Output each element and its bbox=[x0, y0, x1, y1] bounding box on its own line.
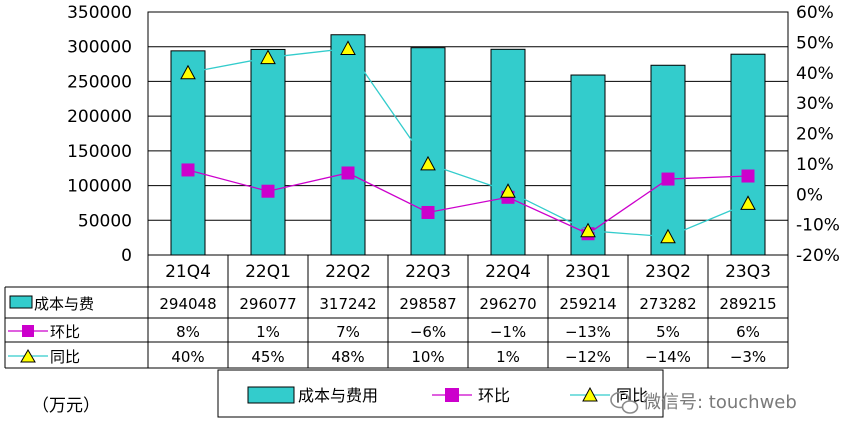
bar-22Q1 bbox=[250, 48, 286, 256]
y2-tick-label: 40% bbox=[796, 64, 834, 84]
legend: 成本与费用 环比 同比 bbox=[217, 369, 664, 418]
cell-环比-22Q2: 7% bbox=[336, 323, 360, 341]
cell-同比-23Q2: −14% bbox=[645, 348, 691, 366]
row-label-成本与费用: 成本与费 bbox=[34, 295, 94, 313]
cell-同比-21Q4: 40% bbox=[171, 348, 204, 366]
x-tick-label: 22Q4 bbox=[485, 262, 531, 282]
y-tick-label: 50000 bbox=[78, 211, 132, 231]
point-环比-23Q3 bbox=[741, 169, 755, 183]
point-同比-22Q1 bbox=[260, 49, 276, 65]
point-环比-21Q4 bbox=[181, 163, 195, 177]
cell-同比-23Q1: −12% bbox=[565, 348, 611, 366]
line-同比 bbox=[187, 47, 749, 238]
x-tick-label: 22Q1 bbox=[245, 262, 291, 282]
y-tick-label: 300000 bbox=[67, 38, 132, 58]
cell-成本与费用-23Q3: 289215 bbox=[719, 295, 776, 313]
y-tick-label: 0 bbox=[121, 246, 132, 266]
row-label-环比: 环比 bbox=[50, 323, 80, 341]
cell-环比-23Q3: 6% bbox=[736, 323, 760, 341]
cell-环比-23Q2: 5% bbox=[656, 323, 680, 341]
y-tick-label: 100000 bbox=[67, 177, 132, 197]
x-tick-label: 23Q2 bbox=[645, 262, 691, 282]
row-label-同比: 同比 bbox=[50, 348, 80, 366]
y-tick-label: 350000 bbox=[67, 3, 132, 23]
cell-环比-23Q1: −13% bbox=[565, 323, 611, 341]
bar-23Q3 bbox=[730, 53, 766, 256]
line-series bbox=[180, 40, 756, 244]
bar-22Q4 bbox=[490, 48, 526, 256]
x-tick-label: 23Q3 bbox=[725, 262, 771, 282]
y-tick-label: 200000 bbox=[67, 107, 132, 127]
row-key-marker-环比 bbox=[22, 325, 34, 337]
plot-frame bbox=[147, 11, 789, 256]
cell-成本与费用-22Q1: 296077 bbox=[239, 295, 296, 313]
point-同比-21Q4 bbox=[180, 64, 196, 80]
point-同比-23Q2 bbox=[660, 228, 676, 244]
legend-key-marker-环比 bbox=[445, 388, 459, 402]
cell-环比-22Q3: −6% bbox=[410, 323, 446, 341]
point-同比-22Q3 bbox=[420, 155, 436, 171]
point-环比-22Q1 bbox=[261, 184, 275, 198]
y2-tick-label: 0% bbox=[796, 185, 823, 205]
cell-同比-22Q4: 1% bbox=[496, 348, 520, 366]
legend-label-同比: 同比 bbox=[616, 386, 648, 405]
point-环比-22Q2 bbox=[341, 166, 355, 180]
bar-22Q2 bbox=[330, 34, 366, 256]
y2-tick-label: -20% bbox=[796, 246, 840, 266]
axes: 0 50000 100000 150000 200000 250000 300000 3500… bbox=[67, 3, 840, 266]
bar-23Q2 bbox=[650, 64, 686, 256]
point-环比-22Q3 bbox=[421, 205, 435, 219]
point-环比-23Q2 bbox=[661, 172, 675, 186]
y2-tick-label: 60% bbox=[796, 3, 834, 23]
wechat-icon bbox=[610, 391, 639, 414]
cell-同比-22Q1: 45% bbox=[251, 348, 284, 366]
cell-成本与费用-23Q1: 259214 bbox=[559, 295, 616, 313]
legend-label-环比: 环比 bbox=[478, 386, 510, 405]
cell-成本与费用-22Q3: 298587 bbox=[399, 295, 456, 313]
cell-环比-21Q4: 8% bbox=[176, 323, 200, 341]
legend-key-成本与费用 bbox=[247, 386, 295, 404]
y2-tick-label: 20% bbox=[796, 125, 834, 145]
cell-同比-22Q2: 48% bbox=[331, 348, 364, 366]
row-key-成本与费用 bbox=[9, 295, 33, 309]
y-tick-label: 150000 bbox=[67, 142, 132, 162]
y2-tick-label: -10% bbox=[796, 216, 840, 236]
cell-成本与费用-22Q4: 296270 bbox=[479, 295, 536, 313]
y2-tick-label: 30% bbox=[796, 94, 834, 114]
watermark: 微信号: touchweb bbox=[610, 391, 797, 414]
line-环比 bbox=[187, 169, 749, 235]
cell-同比-23Q3: −3% bbox=[730, 348, 766, 366]
point-同比-22Q2 bbox=[340, 40, 356, 55]
cell-环比-22Q1: 1% bbox=[256, 323, 280, 341]
x-tick-label: 22Q3 bbox=[405, 262, 451, 282]
data-table: 21Q4 22Q1 22Q2 22Q3 22Q4 23Q1 23Q2 23Q3 成本与费 2940… bbox=[4, 254, 789, 369]
row-key-marker-同比 bbox=[20, 349, 36, 363]
x-tick-label: 21Q4 bbox=[165, 262, 211, 282]
y-tick-label: 250000 bbox=[67, 72, 132, 92]
cell-成本与费用-21Q4: 294048 bbox=[159, 295, 216, 313]
watermark-text: 微信号: touchweb bbox=[643, 392, 797, 413]
legend-key-marker-同比 bbox=[582, 386, 598, 402]
x-tick-label: 22Q2 bbox=[325, 262, 371, 282]
bar-22Q3 bbox=[410, 47, 446, 256]
x-tick-label: 23Q1 bbox=[565, 262, 611, 282]
cell-成本与费用-23Q2: 273282 bbox=[639, 295, 696, 313]
cell-环比-22Q4: −1% bbox=[490, 323, 526, 341]
y2-tick-label: 50% bbox=[796, 33, 834, 53]
bar-21Q4 bbox=[170, 50, 206, 256]
gridlines bbox=[148, 11, 788, 221]
y2-tick-label: 10% bbox=[796, 155, 834, 175]
cell-同比-22Q3: 10% bbox=[411, 348, 444, 366]
bar-series bbox=[170, 34, 766, 256]
point-同比-23Q1 bbox=[580, 222, 596, 238]
cell-成本与费用-22Q2: 317242 bbox=[319, 295, 376, 313]
legend-label-成本与费用: 成本与费用 bbox=[298, 386, 378, 405]
unit-label: （万元） bbox=[32, 396, 100, 416]
point-同比-22Q4 bbox=[500, 183, 516, 198]
point-同比-23Q3 bbox=[740, 195, 756, 210]
